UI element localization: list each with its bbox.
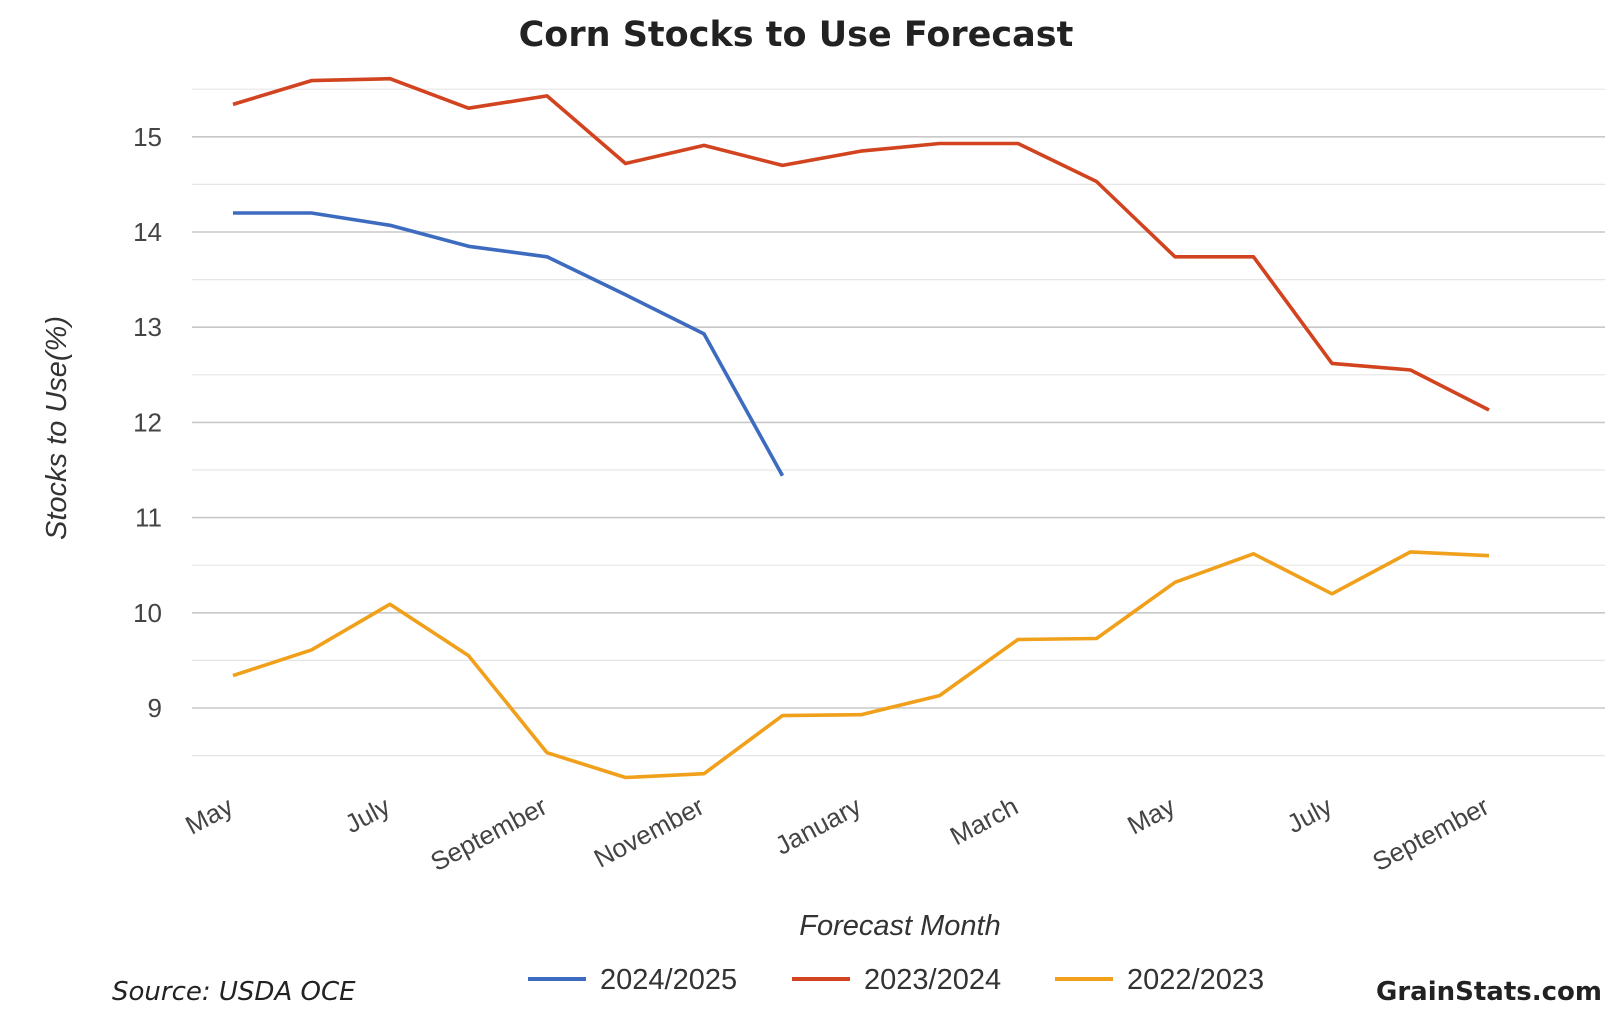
y-tick-label: 9 <box>148 693 162 723</box>
x-tick-label: November <box>589 791 709 874</box>
series-line-2023-2024 <box>232 76 1490 412</box>
y-axis-title: Stocks to Use(%) <box>41 316 73 540</box>
y-tick-label: 13 <box>133 312 162 342</box>
brand-label: GrainStats.com <box>1376 977 1602 1007</box>
series-line-2022-2023 <box>232 550 1490 780</box>
x-tick-label: July <box>340 791 395 839</box>
x-axis-title: Forecast Month <box>799 910 1000 942</box>
legend-label-2022-2023: 2022/2023 <box>1127 964 1264 996</box>
legend-label-2023-2024: 2023/2024 <box>864 964 1001 996</box>
x-tick-label: January <box>770 791 866 861</box>
gridlines <box>192 88 1605 757</box>
legend: 2024/2025 2023/2024 2022/2023 <box>528 964 1264 996</box>
y-tick-label: 12 <box>133 407 162 437</box>
x-tick-label: July <box>1282 791 1337 839</box>
x-tick-label: March <box>945 791 1023 851</box>
x-tick-label: September <box>425 791 552 877</box>
series-lines <box>232 76 1490 780</box>
y-tick-label: 14 <box>133 217 162 247</box>
x-tick-label: September <box>1367 791 1494 877</box>
y-tick-label: 15 <box>133 122 162 152</box>
y-axis-ticks: 9 10 11 12 13 14 15 <box>133 122 162 723</box>
series-line-2024-2025 <box>233 211 785 477</box>
x-tick-label: May <box>1122 791 1179 841</box>
y-tick-label: 10 <box>133 598 162 628</box>
source-note: Source: USDA OCE <box>112 977 356 1007</box>
x-axis-ticks: May July September November January March May J… <box>180 791 1494 877</box>
y-tick-label: 11 <box>135 503 162 533</box>
legend-label-2024-2025: 2024/2025 <box>600 964 737 996</box>
x-tick-label: May <box>180 791 237 841</box>
chart-title: Corn Stocks to Use Forecast <box>519 15 1074 55</box>
